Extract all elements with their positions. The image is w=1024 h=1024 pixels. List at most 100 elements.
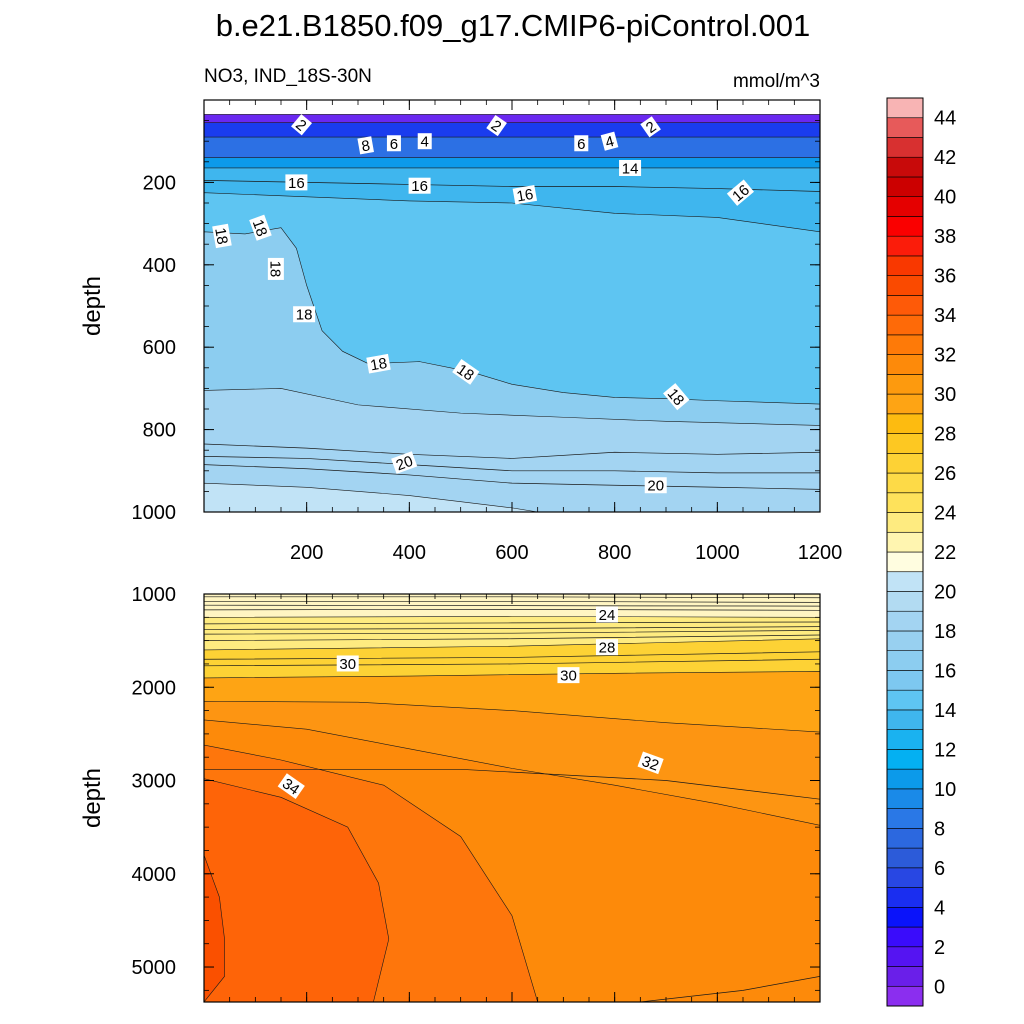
contour-label-box	[408, 177, 431, 194]
colorbar-swatch	[886, 887, 924, 908]
lower-panel: 24 28 30 30 32 34 1000 2000 3000 4000 5000 depth	[79, 584, 821, 1003]
x-tick-label: 1000	[695, 542, 740, 564]
contour-label-text: 8	[360, 137, 371, 155]
contour-label-box	[336, 655, 359, 672]
colorbar-swatch	[886, 255, 924, 276]
colorbar-swatch	[886, 492, 924, 513]
colorbar-label: 14	[934, 700, 956, 722]
contour-line	[204, 464, 820, 490]
contour-label-box	[640, 116, 661, 138]
colorbar-label: 28	[934, 424, 956, 446]
contour-label-box	[452, 359, 480, 385]
contour-label-box	[291, 114, 313, 136]
variable-label: NO3, IND_18S-30N	[204, 66, 372, 87]
colorbar-swatch	[886, 413, 924, 434]
colorbar-swatch	[886, 176, 924, 197]
contour-label-box	[595, 639, 618, 656]
contour-label: 18	[211, 223, 232, 249]
contour-label-text: 4	[421, 134, 429, 151]
contour-label: 2	[640, 116, 661, 138]
colorbar-label: 12	[934, 739, 956, 761]
contour-label: 16	[512, 184, 538, 206]
colorbar-label: 30	[934, 384, 956, 406]
contour-line	[640, 976, 820, 1002]
colorbar-swatch	[886, 472, 924, 494]
y-axis-title: depth	[79, 276, 106, 336]
contour-label-text: 28	[599, 640, 616, 657]
contour-label: 20	[391, 451, 418, 475]
contour-label: 18	[293, 306, 316, 324]
contour-label-box	[486, 114, 507, 137]
colorbar-label: 0	[934, 976, 945, 998]
contour-label: 30	[336, 655, 359, 673]
contour-label: 20	[644, 477, 667, 495]
contour-line	[204, 634, 820, 641]
contour-label-box	[637, 751, 664, 775]
contour-label-text: 18	[454, 361, 477, 384]
units-label: mmol/m^3	[733, 71, 820, 92]
colorbar-label: 40	[934, 187, 956, 209]
contour-label: 16	[285, 174, 308, 192]
colorbar-label: 4	[934, 897, 945, 919]
colorbar-label: 16	[934, 660, 956, 682]
colorbar-label: 42	[934, 147, 956, 169]
colorbar-swatch	[886, 926, 924, 948]
colorbar-swatch	[886, 966, 924, 987]
contour-line	[204, 604, 820, 607]
contour-label-box	[386, 135, 401, 152]
colorbar-swatch	[886, 571, 924, 592]
contour-label-text: 32	[640, 753, 661, 775]
contour-line	[204, 768, 820, 800]
colorbar-label: 32	[934, 345, 956, 367]
contour-label-text: 20	[647, 478, 664, 495]
colorbar-swatch	[886, 354, 924, 375]
contour-label-box	[574, 135, 589, 152]
colorbar-label: 6	[934, 858, 945, 880]
contour-line	[204, 630, 820, 635]
colorbar-label: 36	[934, 266, 956, 288]
colorbar-swatch	[886, 374, 924, 395]
colorbar-swatch	[886, 749, 924, 770]
contour-label: 18	[266, 257, 284, 280]
contour-label: 34	[277, 773, 305, 799]
contour-band-20	[204, 482, 820, 512]
contour-line	[204, 651, 820, 660]
colorbar-swatch	[886, 729, 924, 750]
contour-label-text: 30	[560, 668, 577, 685]
colorbar: 0246810121416182022242628303234363840424…	[886, 97, 956, 1007]
colorbar-label: 20	[934, 581, 956, 603]
contour-label-text: 18	[211, 226, 231, 245]
contour-label-text: 16	[288, 175, 305, 192]
y-tick-label: 600	[143, 337, 176, 359]
contour-label: 18	[249, 214, 272, 241]
colorbar-swatch	[886, 275, 924, 296]
x-tick-label: 600	[495, 542, 528, 564]
y-tick-label: 800	[143, 420, 176, 442]
contour-label-text: 16	[515, 186, 534, 206]
colorbar-swatch	[886, 828, 924, 849]
colorbar-label: 8	[934, 818, 945, 840]
colorbar-swatch	[886, 216, 924, 237]
contour-label: 16	[726, 179, 755, 206]
contour-label-text: 34	[279, 775, 302, 798]
colorbar-swatch	[886, 808, 924, 829]
contour-label: 4	[600, 131, 619, 151]
contour-label-text: 18	[249, 217, 271, 238]
colorbar-swatch	[886, 235, 924, 257]
contour-label-box	[726, 179, 755, 206]
contour-label-box	[249, 214, 272, 241]
contour-label-box	[595, 606, 618, 623]
colorbar-swatch	[886, 610, 924, 632]
colorbar-swatch	[886, 156, 924, 178]
y-tick-label: 1000	[132, 584, 177, 606]
colorbar-label: 38	[934, 226, 956, 248]
colorbar-swatch	[886, 97, 924, 119]
colorbar-swatch	[886, 689, 924, 711]
contour-label: 2	[291, 114, 313, 136]
contour-label-box	[277, 773, 305, 799]
colorbar-label: 10	[934, 779, 956, 801]
contour-label-text: 18	[369, 355, 388, 375]
contour-label-text: 20	[394, 453, 415, 475]
